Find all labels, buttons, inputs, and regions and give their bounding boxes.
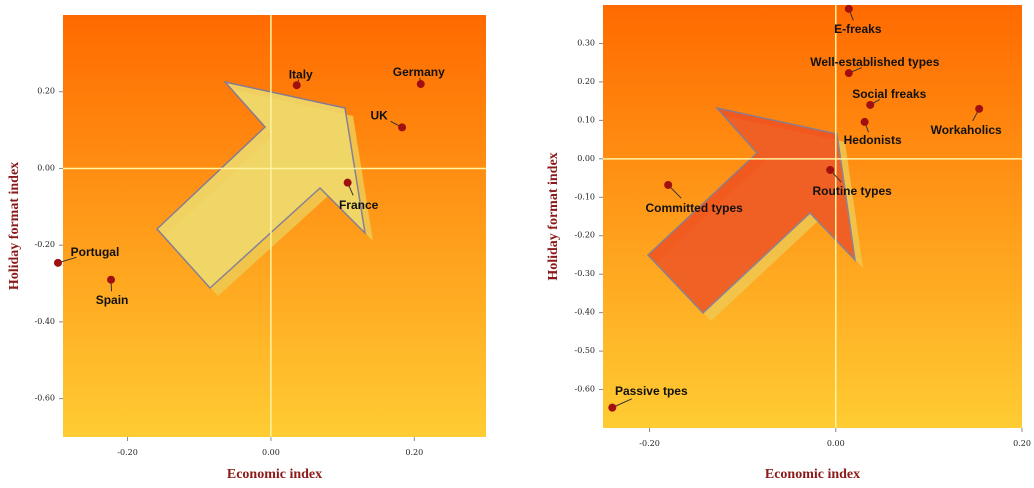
arrow [155, 80, 367, 290]
point [292, 81, 301, 90]
point-label: Routine types [813, 184, 893, 198]
point-label: Well-established types [810, 55, 939, 69]
y-tick-label: 0.00 [37, 163, 55, 172]
point-label: Italy [289, 67, 313, 81]
point-label: Workaholics [931, 123, 1002, 137]
point [860, 117, 869, 126]
y-tick-label: 0.10 [577, 115, 595, 124]
chart: -0.20 0.00 0.20 0.20 0.00 -0.20 -0.40 -0.60 Ital… [7, 15, 486, 482]
point [975, 104, 984, 113]
point [826, 165, 835, 174]
point [844, 4, 853, 13]
y-axis-title: Holiday format index [7, 162, 22, 290]
point [416, 80, 425, 89]
x-tick-label: 0.00 [262, 448, 280, 457]
point-label: Social freaks [852, 87, 926, 101]
point [343, 178, 352, 187]
y-tick-label: 0.20 [577, 77, 595, 86]
y-tick-label: 0.00 [577, 154, 595, 163]
point-label: Committed types [645, 201, 743, 215]
x-tick-label: -0.20 [117, 448, 138, 457]
y-tick-label: -0.40 [34, 317, 55, 326]
point [664, 180, 673, 189]
point [53, 258, 62, 267]
point [866, 100, 875, 109]
x-tick-label: 0.00 [827, 439, 845, 448]
y-tick-label: -0.60 [574, 385, 595, 394]
point-label: Hedonists [844, 133, 902, 147]
point-label: Germany [393, 65, 445, 79]
point [107, 275, 116, 284]
x-axis-title: Economic index [765, 467, 860, 482]
y-tick-label: -0.20 [34, 240, 55, 249]
point [398, 123, 407, 132]
y-tick-label: 0.30 [577, 38, 595, 47]
point-label: Spain [96, 293, 129, 307]
point-label: E-freaks [834, 22, 882, 36]
y-tick-label: -0.30 [574, 269, 595, 278]
point-label: UK [370, 109, 388, 123]
x-tick-label: 0.20 [1013, 439, 1031, 448]
y-tick-label: -0.50 [574, 346, 595, 355]
chart: -0.20 0.00 0.20 0.30 0.20 0.10 0.00 -0.10 -0.20 -… [546, 4, 1031, 482]
y-tick-label: -0.20 [574, 231, 595, 240]
y-tick-label: -0.10 [574, 192, 595, 201]
y-tick-label: -0.60 [34, 394, 55, 403]
point [608, 403, 617, 412]
y-tick-label: 0.20 [37, 87, 55, 96]
x-axis-title: Economic index [227, 467, 322, 482]
x-tick-label: -0.20 [639, 439, 660, 448]
x-tick-label: 0.20 [405, 448, 423, 457]
point-label: Portugal [71, 245, 120, 259]
y-tick-label: -0.40 [574, 308, 595, 317]
point-label: Passive tpes [615, 384, 688, 398]
point [844, 69, 853, 78]
y-axis-title: Holiday format index [546, 152, 561, 280]
point-label: France [339, 198, 379, 212]
